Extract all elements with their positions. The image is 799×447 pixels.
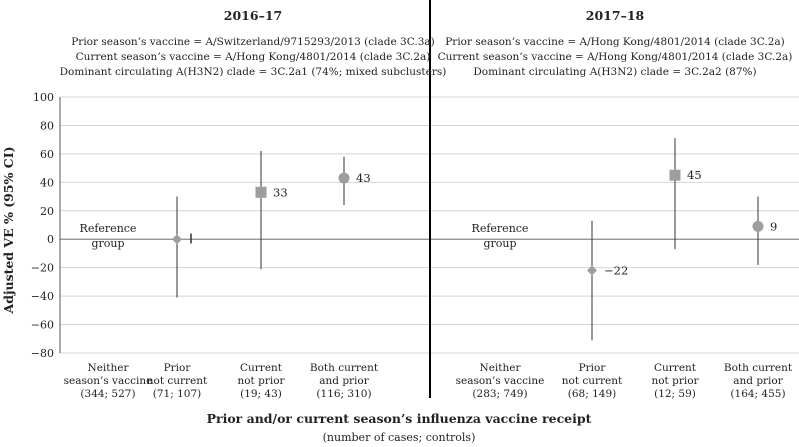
reference-label: group <box>91 237 124 250</box>
y-tick-label: 0 <box>47 233 54 246</box>
y-tick-label: 80 <box>40 119 54 132</box>
x-tick-label: season’s vaccine <box>456 375 545 387</box>
data-label: 45 <box>687 168 702 182</box>
x-tick-label: (71; 107) <box>153 388 201 400</box>
y-axis-title: Adjusted VE % (95% CI) <box>1 147 16 315</box>
y-tick-label: 100 <box>33 91 54 104</box>
point-circle <box>338 172 350 184</box>
reference-label: group <box>483 237 516 250</box>
point-square <box>669 169 681 181</box>
data-label: 43 <box>356 171 371 185</box>
x-tick-label: not prior <box>651 375 699 387</box>
x-tick-label: (68; 149) <box>568 388 616 400</box>
x-tick-label: Both current <box>724 362 793 374</box>
x-tick-label: Current <box>654 362 697 374</box>
y-tick-label: 20 <box>40 205 54 218</box>
x-tick-label: season’s vaccine <box>64 375 153 387</box>
x-tick-label: (19; 43) <box>240 388 282 400</box>
x-tick-label: Neither <box>480 362 522 374</box>
panel-2016–17: 2016–17 Prior season’s vaccine = A/Switze… <box>60 8 447 400</box>
x-tick-label: Prior <box>164 362 192 374</box>
x-tick-label: Prior <box>579 362 607 374</box>
y-tick-label: −20 <box>31 262 54 275</box>
panel-2017–18: 2017–18 Prior season’s vaccine = A/Hong K… <box>438 8 793 400</box>
panel-info-line: Current season’s vaccine = A/Hong Kong/4… <box>76 51 431 63</box>
x-tick-label: not prior <box>237 375 285 387</box>
x-tick-label: (116; 310) <box>316 388 371 400</box>
point-circle <box>752 220 764 232</box>
panel-info-line: Dominant circulating A(H3N2) clade = 3C.… <box>60 66 447 78</box>
data-label: 33 <box>273 185 288 199</box>
y-tick-label: −60 <box>31 319 54 332</box>
panel-info-line: Dominant circulating A(H3N2) clade = 3C.… <box>473 66 756 78</box>
panel-info-line: Current season’s vaccine = A/Hong Kong/4… <box>438 51 793 63</box>
x-tick-label: not current <box>562 375 623 387</box>
x-tick-label: (344; 527) <box>80 388 135 400</box>
y-tick-label: −80 <box>31 347 54 360</box>
x-tick-label: and prior <box>733 375 784 387</box>
x-tick-label: (164; 455) <box>730 388 785 400</box>
panel-info-line: Prior season’s vaccine = A/Hong Kong/480… <box>445 36 785 48</box>
x-tick-label: (283; 749) <box>472 388 527 400</box>
x-tick-label: Neither <box>88 362 130 374</box>
axes: −80 −60 −40 −20 0 20 40 60 80 100 <box>31 0 799 398</box>
panel-title: 2016–17 <box>224 8 282 23</box>
reference-label: Reference <box>472 222 529 235</box>
data-label: −22 <box>604 264 628 278</box>
y-tick-label: 40 <box>40 176 54 189</box>
x-tick-label: (12; 59) <box>654 388 696 400</box>
panels: 2016–17 Prior season’s vaccine = A/Switze… <box>60 8 793 400</box>
data-marks: Reference group 33 43 Reference group −22 45 9 <box>80 138 777 341</box>
data-label: 9 <box>770 219 777 233</box>
x-tick-label: not current <box>147 375 208 387</box>
x-tick-label: Both current <box>310 362 379 374</box>
point-diamond <box>587 265 597 276</box>
reference-label: Reference <box>80 222 137 235</box>
point-diamond <box>172 234 182 245</box>
x-axis-title: Prior and/or current season’s influenza … <box>207 411 592 426</box>
y-tick-label: −40 <box>31 290 54 303</box>
x-axis-subtitle: (number of cases; controls) <box>323 431 476 444</box>
panel-title: 2017–18 <box>586 8 645 23</box>
point-square <box>255 186 267 198</box>
x-tick-label: and prior <box>319 375 370 387</box>
y-tick-label: 60 <box>40 148 54 161</box>
x-tick-label: Current <box>240 362 283 374</box>
panel-info-line: Prior season’s vaccine = A/Switzerland/9… <box>71 36 435 48</box>
